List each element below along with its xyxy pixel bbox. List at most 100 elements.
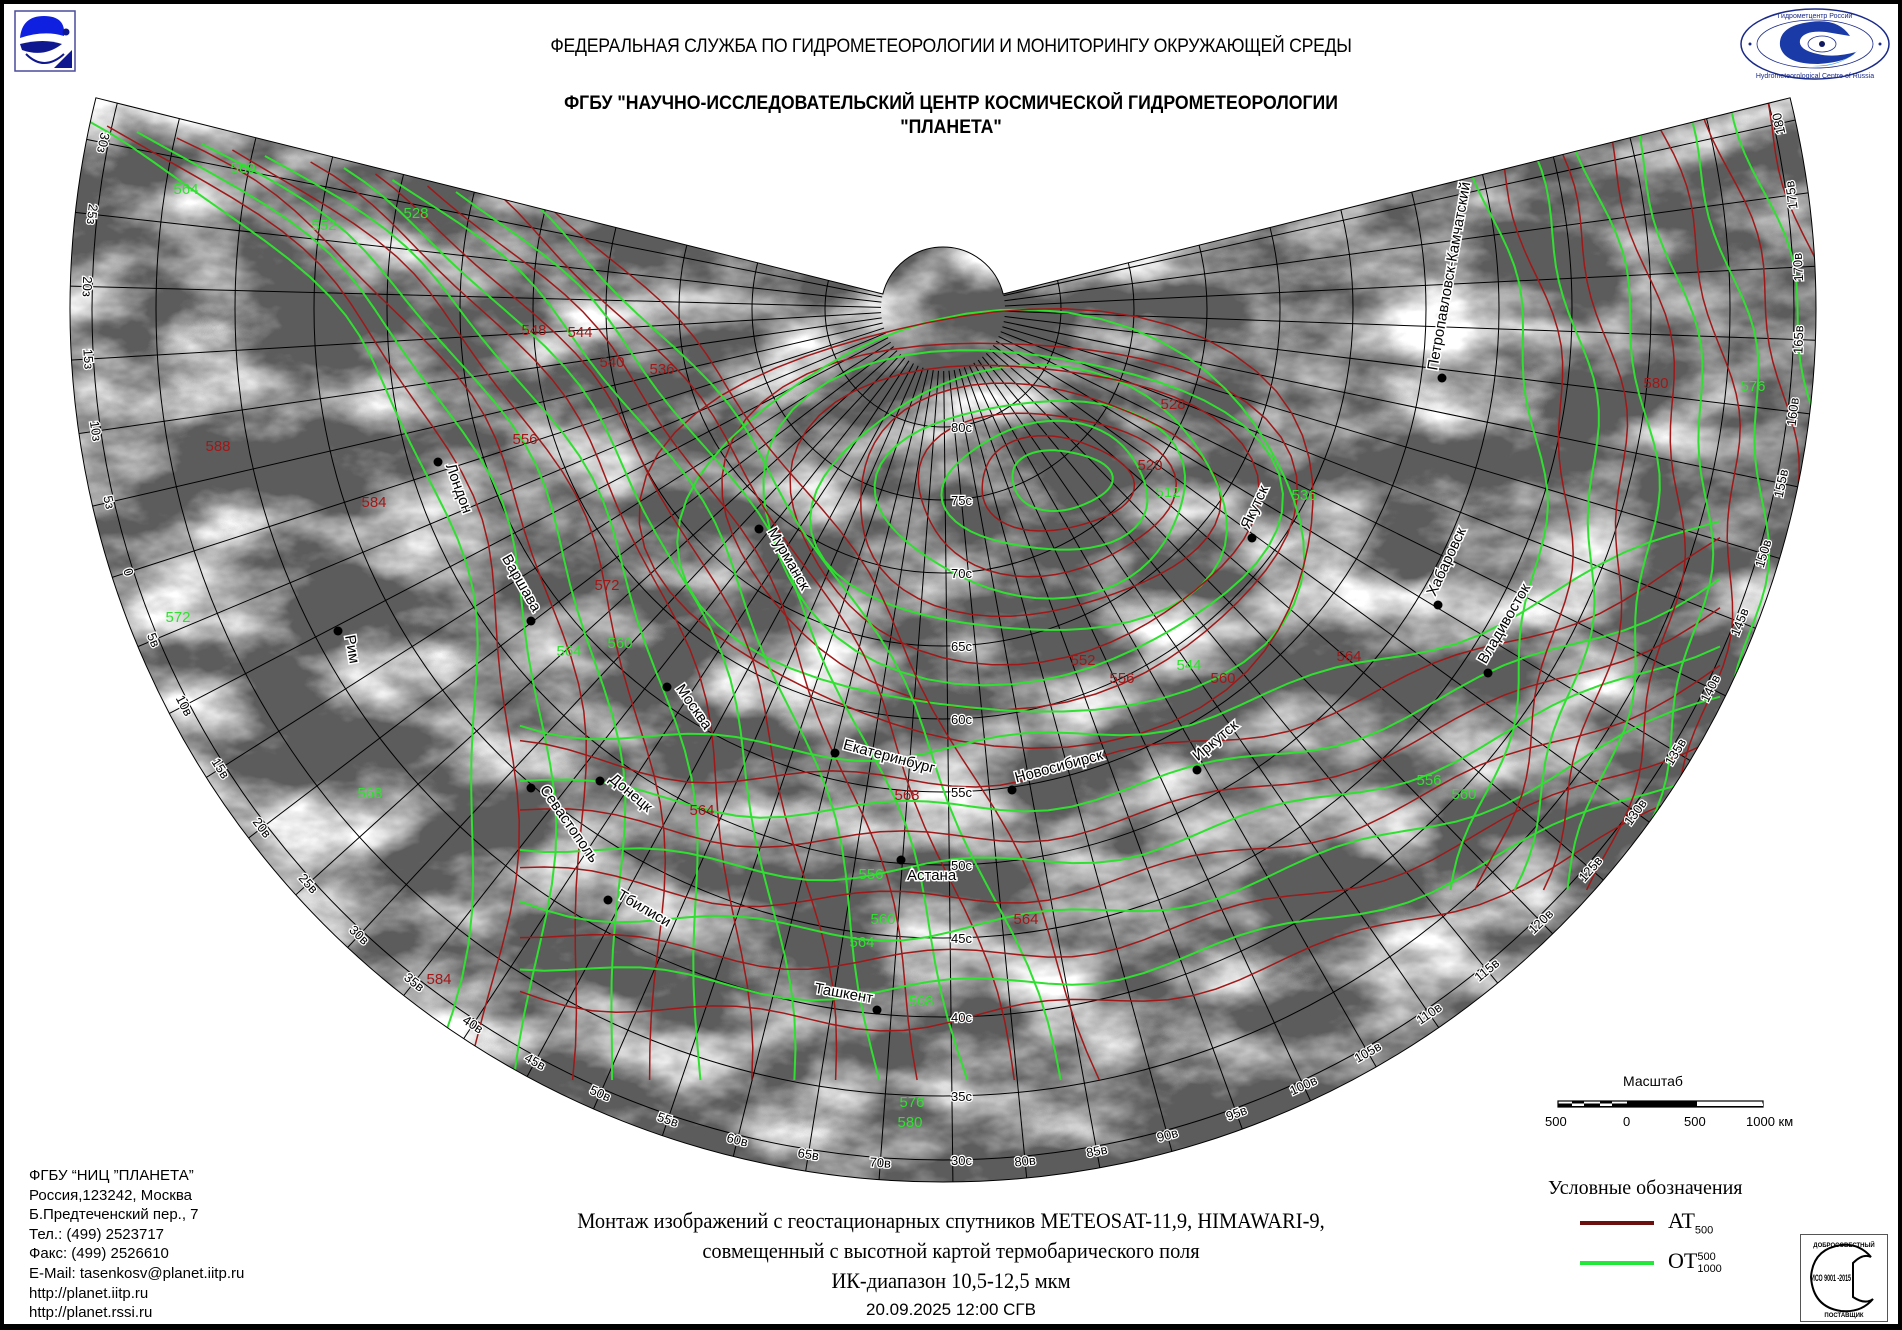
ot-contour-label: 564	[173, 181, 198, 198]
at500-contour	[917, 412, 1178, 578]
iso-bottom-text: ПОСТАВЩИК	[1824, 1313, 1864, 1319]
ot-contour	[809, 363, 1228, 631]
ot-contour	[519, 577, 1721, 819]
at500-contour-label: 560	[1210, 670, 1235, 687]
ot-contour-label: 572	[165, 609, 190, 626]
ot-contour	[940, 419, 1149, 551]
at500-contour	[1474, 97, 1574, 891]
at500-contour-label: 584	[426, 971, 451, 988]
latitude-label: 60с	[951, 712, 972, 727]
at500-contour-label: 572	[594, 577, 619, 594]
ot-contour	[86, 119, 479, 1081]
center-title-line2: "ПЛАНЕТА"	[900, 117, 1002, 138]
longitude-label: 65в	[797, 1145, 821, 1163]
ot-contour	[1449, 97, 1549, 891]
parallel-line	[155, 97, 1731, 1097]
ot-contour	[264, 155, 702, 1081]
ot-contour-label: 580	[897, 1114, 922, 1131]
legend-at500-line	[1580, 1221, 1654, 1225]
longitude-label: 30з	[94, 131, 113, 154]
longitude-label: 90в	[1155, 1125, 1180, 1145]
ot-contour-label: 564	[556, 643, 581, 660]
at500-contour-label: 580	[1643, 375, 1668, 392]
meridian-line	[72, 322, 883, 512]
at500-contour-label: 556	[1109, 670, 1134, 687]
at500-contour	[1585, 97, 1687, 891]
contour-lines	[86, 97, 1816, 1081]
ot-contour-label: 560	[230, 160, 255, 177]
longitude-label: 10з	[87, 420, 105, 442]
meridian-line	[992, 345, 1666, 835]
city-dot	[872, 1005, 882, 1015]
longitude-label: 5з	[100, 494, 118, 510]
at500-contour-label: 564	[1013, 911, 1038, 928]
scale-label-0: 0	[1623, 1114, 1631, 1129]
city-dot	[526, 616, 536, 626]
meridian-line	[1004, 189, 1816, 302]
contact-org: ФГБУ “НИЦ ”ПЛАНЕТА”	[29, 1167, 194, 1184]
contact-phone: Тел.: (499) 2523717	[29, 1225, 164, 1243]
ot-contour	[676, 308, 1306, 713]
longitude-label: 165в	[1790, 325, 1806, 354]
at500-contour-label: 568	[894, 787, 919, 804]
ot-contour	[519, 695, 1721, 942]
ot-contour	[1613, 97, 1715, 891]
latitude-label: 75с	[951, 493, 972, 508]
parallel-line	[678, 97, 1208, 574]
meridian-line	[69, 135, 883, 298]
contact-info: ФГБУ “НИЦ ”ПЛАНЕТА” Россия,123242, Москв…	[29, 1166, 244, 1323]
at500-contour	[721, 342, 1299, 711]
at500-contour-label: 552	[1070, 652, 1095, 669]
meridian-line	[998, 336, 1744, 706]
at500-contour	[638, 308, 1314, 749]
contact-address: Россия,123242, Москва	[29, 1186, 192, 1204]
meridian-line	[119, 332, 887, 655]
meridian-line	[985, 353, 1568, 949]
meridian-line	[958, 368, 1178, 1171]
ot-contour-label: 552	[311, 217, 336, 234]
at500-contour-label: 564	[1336, 648, 1361, 665]
ot-contour-label: 544	[1176, 657, 1201, 674]
scale-label-500-west: 500	[1545, 1114, 1567, 1129]
at500-contour	[427, 185, 918, 1081]
center-title-line1: ФГБУ "НАУЧНО-ИССЛЕДОВАТЕЛЬСКИЙ ЦЕНТР КОС…	[564, 93, 1338, 114]
ot-contour-label: 560	[1451, 786, 1476, 803]
at500-contour	[519, 607, 1721, 849]
legend-ot-sup: 500	[1697, 1250, 1716, 1263]
longitude-label: 160в	[1784, 397, 1802, 427]
city-dot	[1247, 533, 1257, 543]
meridian-line	[995, 340, 1708, 772]
at500-contour	[106, 125, 520, 1081]
contact-email[interactable]: E-Mail: tasenkosv@planet.iitp.ru	[29, 1264, 245, 1282]
at500-contour-label: 544	[567, 324, 592, 341]
ot-contour	[519, 520, 1721, 762]
meridian-line	[948, 370, 1030, 1183]
iso-9001-badge-icon: ДОБРОСОВЕСТНЫЙ ИСО 9001 -2015 ПОСТАВЩИК	[1800, 1234, 1888, 1322]
meridian-line	[1004, 310, 1816, 342]
meridian-line	[1004, 264, 1816, 307]
iso-middle-text: ИСО 9001 -2015	[1811, 1273, 1851, 1283]
parallel-line	[605, 97, 1281, 647]
contact-website-1[interactable]: http://planet.iitp.ru	[29, 1284, 149, 1302]
at500-contour	[232, 149, 667, 1081]
caption-line3: ИК-диапазон 10,5-12,5 мкм	[831, 1268, 1071, 1293]
longitude-label: 15з	[80, 348, 96, 369]
longitude-label: 25з	[84, 203, 101, 225]
contact-website-2[interactable]: http://planet.rssi.ru	[29, 1304, 153, 1322]
map-datetime: 20.09.2025 12:00 СГВ	[866, 1300, 1036, 1319]
longitude-label: 20з	[80, 276, 96, 297]
legend-at500-sub: 500	[1694, 1224, 1714, 1237]
at500-contour-label: 520	[1137, 457, 1162, 474]
caption-line1: Монтаж изображений с геостационарных спу…	[577, 1208, 1325, 1233]
meridian-line	[189, 341, 891, 789]
meridian-line	[280, 350, 898, 909]
legend-at500-label: AT500	[1668, 1208, 1713, 1236]
city-dot	[1192, 765, 1202, 775]
meridian-line	[963, 367, 1250, 1149]
ot-contour-label: 512	[1155, 484, 1180, 501]
at500-contour-label: 528	[1160, 396, 1185, 413]
legend-ot-label: OT 500 1000	[1668, 1248, 1722, 1275]
at500-contour-label: 556	[512, 431, 537, 448]
logo-text-top: Гидрометцентр России	[1778, 13, 1853, 20]
